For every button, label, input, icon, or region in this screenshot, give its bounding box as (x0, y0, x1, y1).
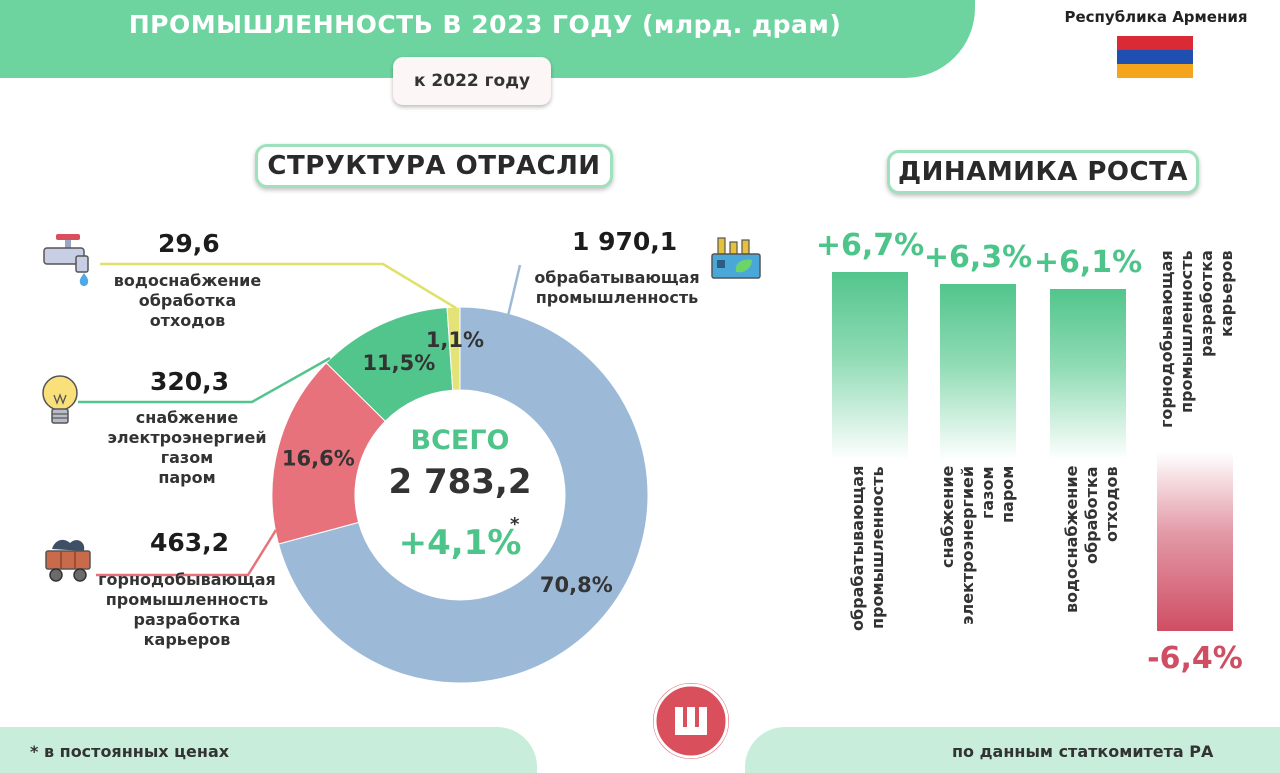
footer-note: * в постоянных ценах (30, 742, 230, 761)
growth-category-line: промышленность (1177, 250, 1196, 413)
slice-water (446, 306, 461, 391)
growth-category-line: паром (998, 466, 1017, 524)
manufacturing-label-line: обрабатывающая (534, 268, 700, 287)
growth-category-line: газом (978, 466, 997, 519)
growth-category-line: разработка (1197, 250, 1216, 357)
growth-bar-manufacturing (832, 272, 908, 460)
growth-value-label: +6,7% (815, 228, 925, 264)
slice-percent-label: 16,6% (282, 447, 355, 471)
center-total-value: 2 783,2 (388, 462, 532, 502)
water-label: водоснабжение обработка отходов (105, 271, 270, 331)
mining-label-line: горнодобывающая (98, 570, 276, 589)
center-total-growth: +4,1% (398, 523, 522, 563)
growth-footnote-mark: * (510, 514, 520, 535)
growth-category-line: снабжение (938, 466, 957, 569)
growth-category-line: промышленность (868, 466, 887, 629)
leader-line-water (100, 262, 457, 310)
growth-bar-mining (1157, 452, 1233, 632)
structure-heading: СТРУКТУРА ОТРАСЛИ (255, 144, 613, 188)
electricity-label: снабжение электроэнергией газом паром (92, 408, 282, 488)
manufacturing-value: 1 970,1 (572, 227, 678, 256)
slice-percent-label: 70,8% (540, 573, 613, 597)
growth-value-label: -6,4% (1147, 641, 1243, 677)
manufacturing-label: обрабатывающая промышленность (522, 268, 712, 308)
manufacturing-label-line: промышленность (535, 288, 699, 307)
center-total-label: ВСЕГО (410, 425, 510, 456)
growth-category-label: обрабатывающая промышленность (848, 466, 888, 642)
growth-category-line: обработка (1082, 466, 1101, 564)
slice-mining (271, 362, 386, 545)
light-bulb-icon (42, 375, 78, 424)
mining-label-line: промышленность (105, 590, 269, 609)
electricity-label-line: газом (160, 448, 214, 467)
footer-source: по данным статкомитета РА (952, 742, 1214, 761)
armenia-flag-icon (1117, 36, 1193, 78)
water-value: 29,6 (158, 229, 220, 258)
mining-value: 463,2 (150, 528, 230, 557)
mining-label-line: разработка (133, 610, 241, 629)
donut-hole (356, 391, 564, 599)
factory-icon (711, 237, 761, 279)
growth-heading: ДИНАМИКА РОСТА (887, 150, 1199, 194)
leader-line-manufacturing (506, 264, 522, 317)
leader-line-mining (96, 529, 278, 577)
growth-category-line: горнодобывающая (1157, 250, 1176, 428)
mine-cart-icon (45, 539, 91, 582)
growth-bar-electricity (940, 283, 1016, 460)
country-name: Республика Армения (1064, 8, 1248, 26)
slice-manufacturing (277, 306, 649, 684)
growth-category-label: горнодобывающая промышленность разработк… (1157, 250, 1237, 440)
growth-category-line: электроэнергией (958, 466, 977, 626)
growth-category-line: водоснабжение (1062, 466, 1081, 614)
mining-label-line: карьеров (143, 630, 231, 649)
publisher-logo-icon (653, 683, 729, 759)
electricity-label-line: электроэнергией (107, 428, 267, 447)
footer-left-band (0, 727, 537, 773)
water-label-line: обработка (138, 291, 237, 310)
growth-bar-water (1050, 289, 1126, 460)
leader-line-electricity (78, 356, 331, 404)
water-label-line: водоснабжение (113, 271, 262, 290)
growth-category-label: водоснабжение обработка отходов (1062, 466, 1122, 626)
electricity-label-line: паром (158, 468, 216, 487)
electricity-label-line: снабжение (135, 408, 239, 427)
water-label-line: отходов (149, 311, 226, 330)
growth-value-label: +6,1% (1033, 245, 1143, 281)
mining-label: горнодобывающая промышленность разработк… (92, 570, 282, 650)
slice-percent-label: 11,5% (362, 351, 435, 375)
water-tap-icon (43, 234, 89, 286)
page-title: ПРОМЫШЛЕННОСТЬ В 2023 ГОДУ (млрд. драм) (128, 10, 842, 39)
slice-percent-label: 1,1% (426, 328, 484, 352)
growth-category-line: карьеров (1217, 250, 1236, 337)
growth-value-label: +6,3% (923, 239, 1033, 275)
footer-right-band (745, 727, 1280, 773)
subtitle-badge: к 2022 году (393, 57, 551, 105)
growth-category-label: снабжение электроэнергией газом паром (938, 466, 1018, 642)
growth-category-line: отходов (1102, 466, 1121, 542)
electricity-value: 320,3 (150, 367, 230, 396)
growth-category-line: обрабатывающая (848, 466, 867, 632)
